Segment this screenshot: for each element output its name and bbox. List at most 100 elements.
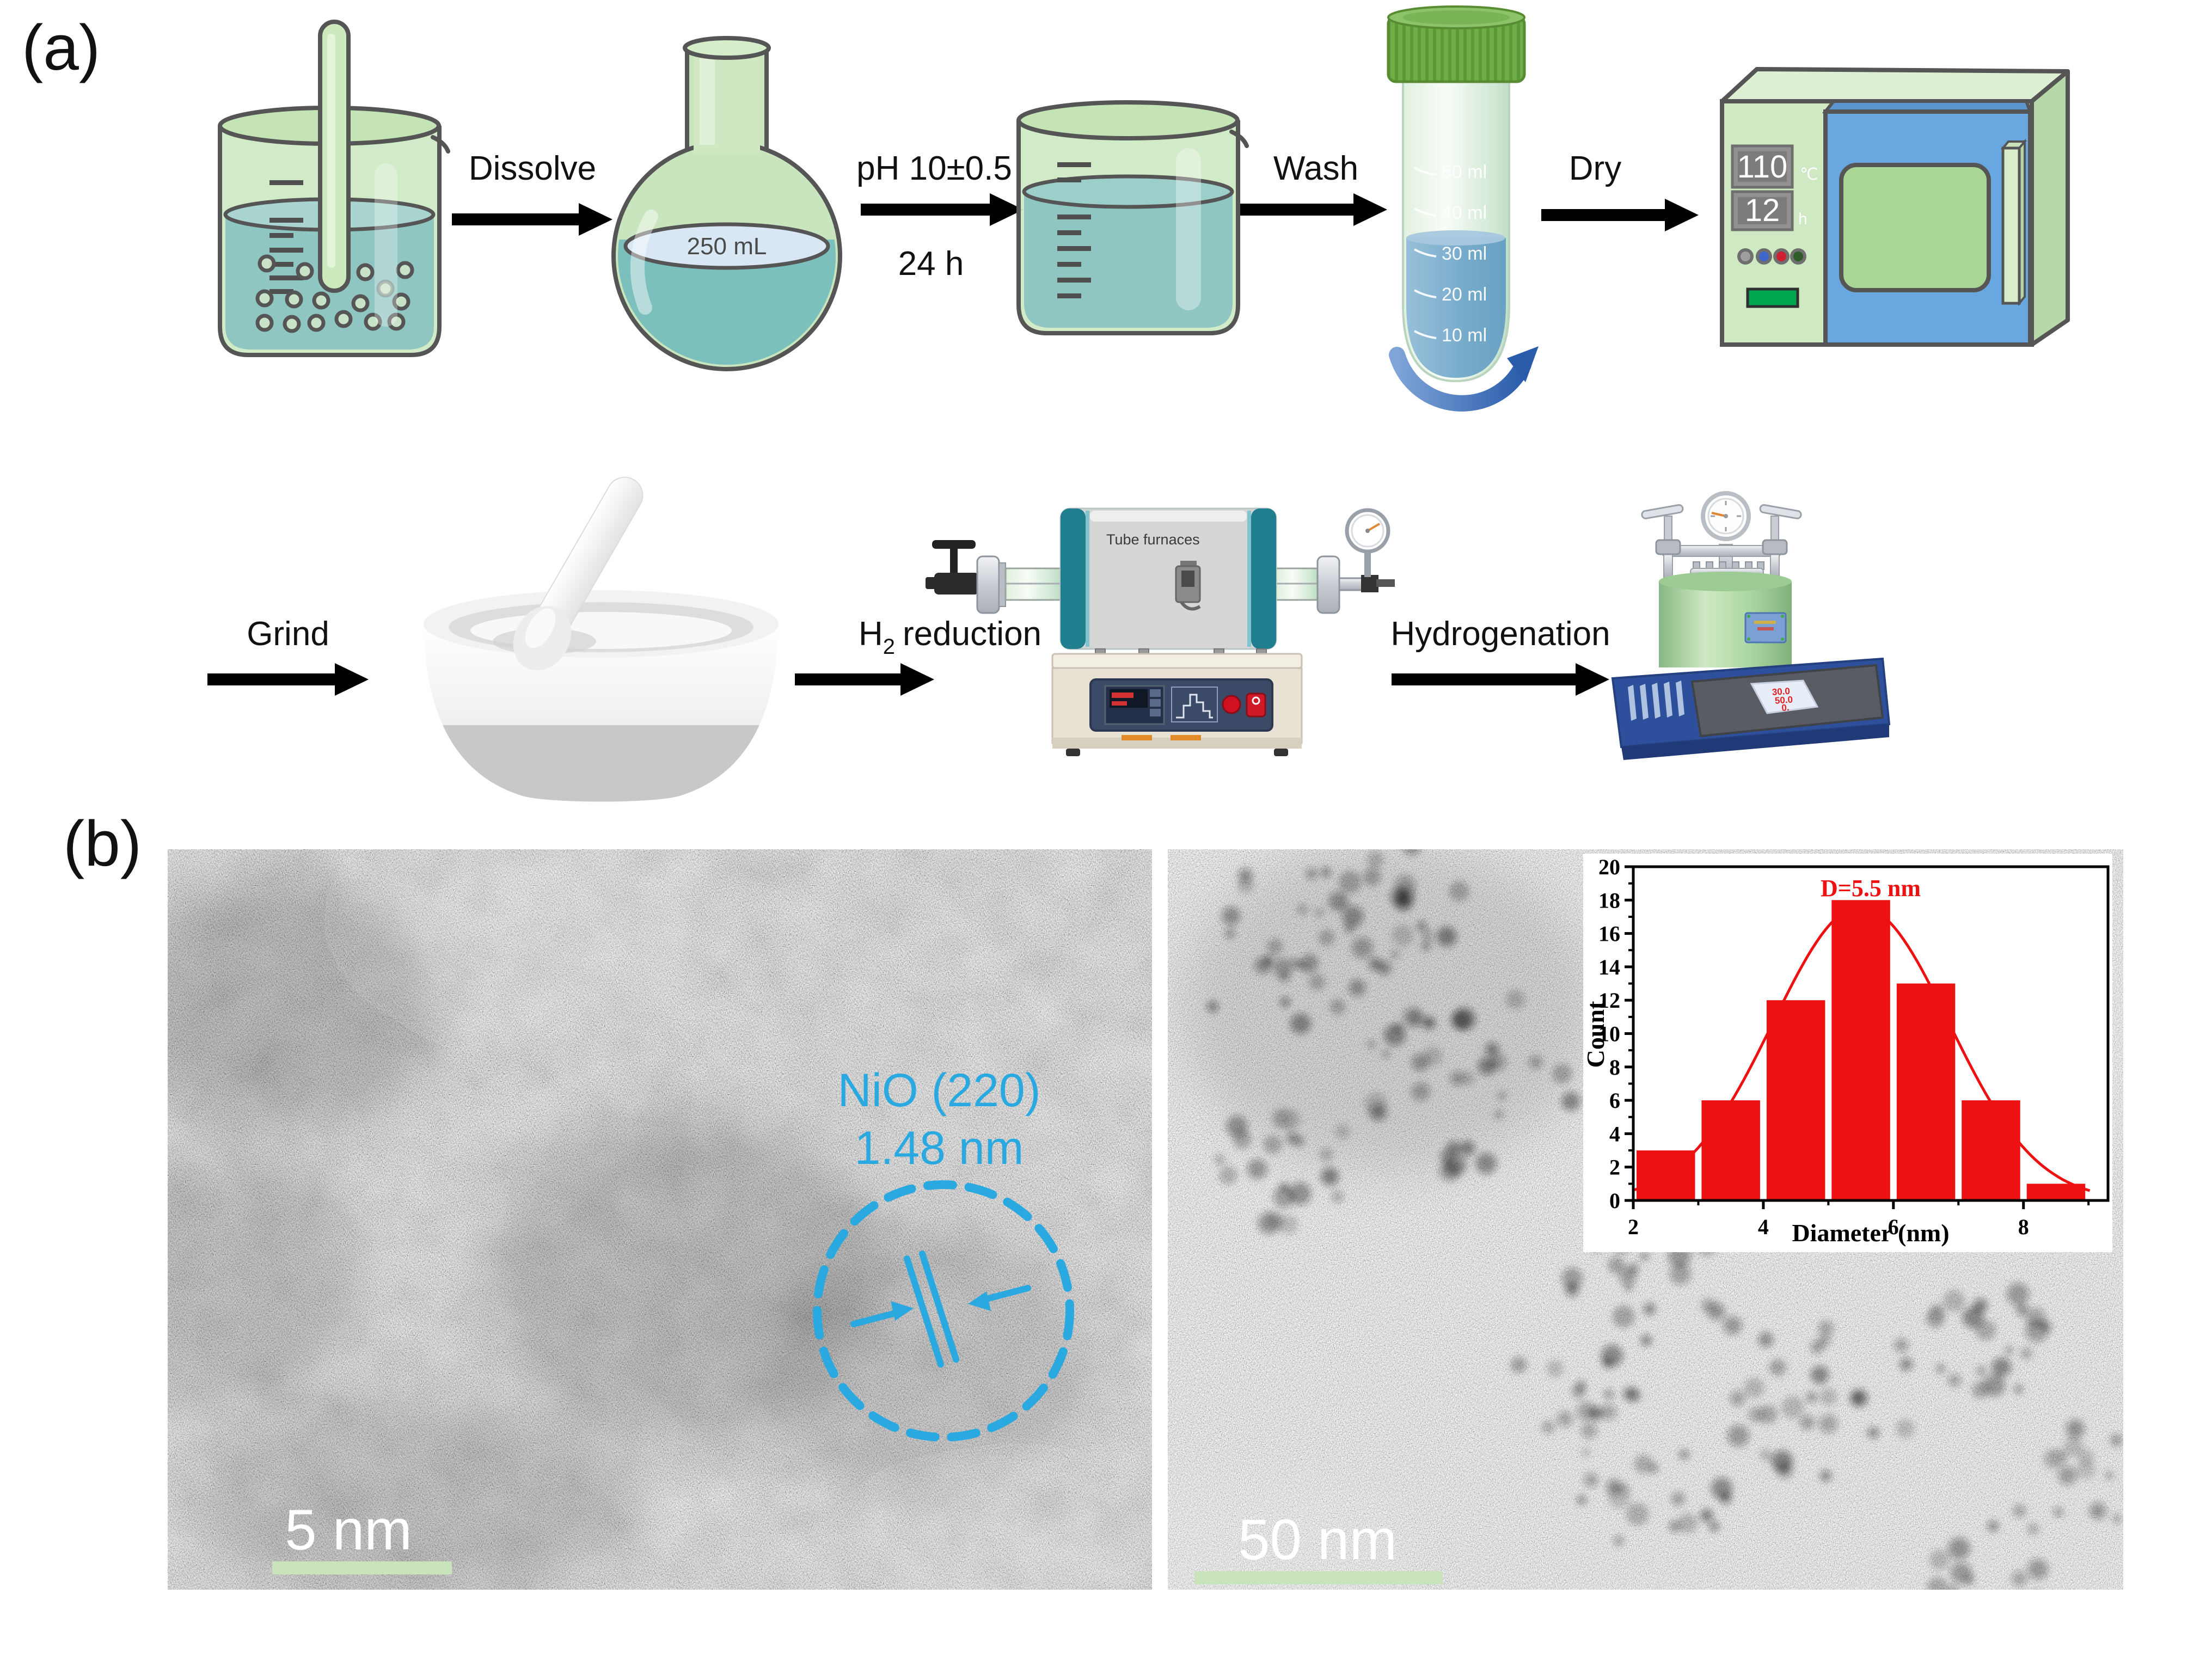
hydrogenation-reactor-icon: 30.0 50.0 0. [1611,491,1891,760]
drying-oven-icon: 110 ℃ 12 h [1720,67,2070,347]
hist-y-tick: 16 [1598,922,1620,946]
hist-bar [1831,900,1890,1200]
hist-fit-curve [1634,905,2091,1192]
right-scale-bar [1194,1571,1443,1584]
svg-text:50 ml: 50 ml [1442,162,1487,182]
reactor-left-valve[interactable] [1641,504,1684,555]
arrow-ph [861,193,1024,226]
svg-text:50.0: 50.0 [1774,694,1793,706]
svg-text:110: 110 [1737,149,1787,185]
furnace-rocker-switch[interactable] [1246,693,1266,718]
hist-y-tick: 0 [1609,1188,1620,1213]
hist-y-tick: 10 [1598,1022,1620,1046]
hist-bar [1896,983,1956,1200]
svg-text:30.0: 30.0 [1772,686,1790,697]
arrow-h2-reduction [795,663,934,696]
stirring-rod-icon [318,20,351,293]
inset-plot-frame [1632,865,2110,1202]
oven-door-handle [2000,138,2027,307]
panel-b-label: (b) [63,808,142,880]
furnace-pressure-gauge [1345,508,1390,554]
oven-status-bar [1746,287,1799,308]
beaker2-graduations [1057,162,1091,298]
h2-reduction-label: H2 reduction [859,615,1041,659]
hist-bar [1701,1100,1760,1200]
furnace-left-valve-handle[interactable] [932,540,976,549]
centrifuge-tube-icon: 50 ml 40 ml 30 ml 20 ml 10 ml [1387,5,1539,412]
hist-x-tick: 8 [2018,1215,2029,1239]
lattice-fringe-marks [850,1251,1031,1368]
svg-text:20 ml: 20 ml [1442,284,1487,305]
dspacing-label: 1.48 nm [855,1122,1024,1174]
dissolving-particles [255,254,414,333]
flask-icon: 250 mL [611,36,842,371]
reactor-name-plate [1744,612,1787,644]
hist-x-tick: 6 [1888,1215,1899,1239]
right-scale-text: 50 nm [1238,1508,1397,1572]
furnace-right-valve[interactable] [1361,575,1378,592]
arrow-dissolve [452,203,612,236]
inset-y-axis-label: Count [1582,1001,1609,1068]
dry-label: Dry [1569,150,1621,187]
dissolve-label: Dissolve [469,150,596,187]
hist-x-tick: 4 [1758,1215,1769,1239]
tube-tick-marks [1414,167,1437,339]
time-24h-label: 24 h [898,245,964,283]
svg-text:h: h [1798,210,1807,228]
arrow-grind [207,663,369,696]
hrtem-image-left: NiO (220) 1.48 nm 5 nm [168,849,1152,1590]
oven-timer-display: 12 h [1731,190,1807,231]
furnace-door-latch[interactable] [1175,561,1201,611]
hydrogenation-label: Hydrogenation [1390,615,1610,653]
oven-temp-display: 110 ℃ [1731,144,1818,189]
svg-text:℃: ℃ [1800,166,1818,183]
arrow-hydrogenation [1392,663,1609,696]
tube-graduation-labels: 50 ml 40 ml 30 ml 20 ml 10 ml [1442,162,1487,346]
arrow-wash [1240,193,1387,226]
hist-y-tick: 18 [1598,888,1620,912]
oven-window [1839,163,1991,292]
hist-y-tick: 8 [1609,1055,1620,1080]
hist-x-tick: 2 [1628,1215,1639,1239]
hist-y-tick: 12 [1598,988,1620,1013]
svg-text:10 ml: 10 ml [1442,325,1487,346]
beaker-suspension-icon [1016,100,1249,335]
svg-text:40 ml: 40 ml [1442,203,1487,223]
fringe-arrowhead-left [891,1301,914,1321]
pestle-icon [513,476,644,671]
oven-indicator-buttons[interactable] [1737,248,1806,265]
reactor-right-valve[interactable] [1759,504,1802,555]
svg-text:12: 12 [1745,193,1780,228]
particle-highlight-circle [813,1180,1074,1442]
tube-furnace-icon: Tube furnaces [926,507,1395,756]
hist-y-tick: 6 [1609,1088,1620,1113]
ph-label: pH 10±0.5 [856,150,1012,187]
furnace-label: Tube furnaces [1106,531,1200,548]
nio-plane-label: NiO (220) [838,1064,1041,1117]
hist-y-tick: 20 [1598,855,1620,879]
furnace-power-button[interactable] [1222,695,1241,714]
centrifuge-swirl-arrow [1389,347,1531,412]
hist-bar [1766,1000,1825,1200]
left-scale-bar [272,1561,452,1574]
reactor-pressure-gauge [1701,491,1751,541]
wash-label: Wash [1273,150,1358,187]
flask-volume-label: 250 mL [687,233,767,260]
hist-y-tick: 2 [1609,1155,1620,1180]
left-scale-text: 5 nm [285,1498,412,1562]
hist-y-tick: 14 [1598,955,1620,979]
hist-bar [1962,1100,2020,1200]
beaker1-graduations [269,180,303,294]
reactor-display: 30.0 50.0 0. [1750,679,1819,714]
arrow-dry [1541,199,1699,231]
furnace-control-panel[interactable] [1089,678,1273,732]
svg-text:0.: 0. [1781,702,1790,713]
fringe-arrowhead-right [968,1291,991,1311]
beaker-with-solution-icon [218,20,450,357]
hist-y-tick: 4 [1609,1122,1620,1146]
grind-label: Grind [247,615,329,653]
reactor-vents [1628,681,1684,721]
inset-x-axis-label: Diameter (nm) [1792,1219,1949,1247]
